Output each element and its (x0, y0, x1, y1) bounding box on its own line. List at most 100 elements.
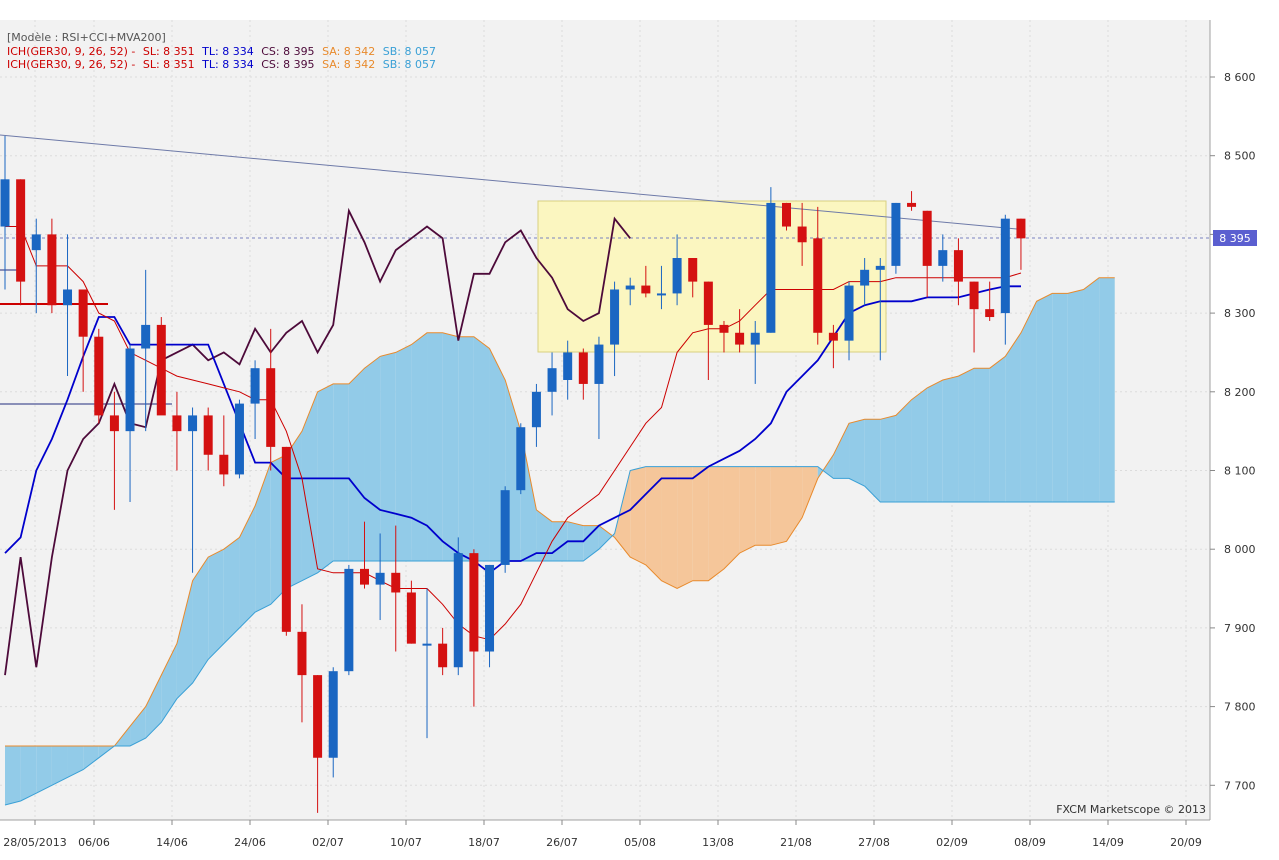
kumo-bull-segment (192, 557, 209, 683)
x-tick-label: 02/09 (936, 836, 968, 849)
kumo-bull-segment (364, 356, 381, 562)
candle-body-down (907, 202, 917, 207)
kumo-bull-segment (5, 745, 21, 805)
kumo-bull-segment (1005, 332, 1021, 502)
model-label: [Modèle : RSI+CCI+MVA200] (7, 31, 166, 44)
candle-body-up (63, 289, 73, 306)
watermark: FXCM Marketscope © 2013 (1056, 803, 1206, 816)
candle-body-up (875, 265, 885, 270)
candle-body-down (735, 332, 745, 345)
candle-body-down (203, 415, 213, 455)
candle-body-down (953, 250, 963, 282)
range-box (537, 200, 887, 353)
candle-body-down (297, 631, 307, 676)
kumo-bull-segment (974, 368, 990, 502)
kumo-bear-segment (755, 466, 771, 546)
kumo-bull-segment (145, 675, 162, 739)
candle-body-down (16, 179, 26, 282)
kumo-bull-segment (473, 336, 490, 562)
y-tick-label: 8 000 (1224, 543, 1256, 556)
candle-body-down (78, 289, 88, 337)
x-tick-label: 10/07 (390, 836, 422, 849)
candle-body-down (782, 202, 791, 227)
legend-line-2: ICH(GER30, 9, 26, 52) - SL: 8 351 TL: 8 … (7, 58, 440, 71)
kumo-bull-segment (380, 352, 396, 562)
tenkan-sen-line (5, 226, 1022, 641)
model-title: [Modèle : RSI+CCI+MVA200] (7, 31, 166, 44)
candle-body-down (469, 553, 479, 652)
candle-body-down (578, 352, 588, 384)
candle-body-up (328, 671, 338, 758)
candle-body-down (1016, 218, 1026, 239)
candle-body-up (750, 332, 760, 345)
kumo-bull-segment (395, 344, 412, 562)
x-tick-label: 02/07 (312, 836, 344, 849)
candle-body-up (563, 352, 573, 380)
kumo-bull-segment (833, 423, 850, 479)
x-tick-label: 20/09 (1170, 836, 1202, 849)
candle-body-up (375, 572, 385, 585)
kumo-bear-segment (786, 466, 803, 542)
candle-body-up (453, 553, 463, 668)
kumo-bull-segment (239, 505, 256, 628)
candle-body-down (219, 454, 229, 475)
legend-prefix: ICH(GER30, 9, 26, 52) - (7, 58, 136, 71)
kumo-bear-segment (661, 466, 678, 589)
candle-body-down (985, 309, 995, 318)
kumo-bull-segment (1020, 301, 1037, 502)
kumo-bull-segment (958, 368, 975, 502)
kumo-bull-segment (911, 387, 928, 502)
candle-body-up (844, 285, 854, 341)
x-tick-label: 08/09 (1014, 836, 1046, 849)
x-tick-label: 27/08 (858, 836, 890, 849)
kumo-bull-segment (598, 525, 615, 550)
kumo-bull-segment (1067, 289, 1084, 502)
candle-body-down (641, 285, 651, 294)
kumo-bull-segment (20, 745, 37, 802)
kumo-bull-segment (1083, 277, 1100, 502)
kumo-bull-segment (942, 376, 959, 502)
candle-body-up (766, 202, 776, 333)
y-tick-label: 8 500 (1224, 150, 1256, 163)
candle-body-up (500, 490, 510, 565)
ichimoku-cloud (5, 277, 1115, 805)
candle-body-up (141, 324, 151, 349)
price-tag-box (1213, 230, 1257, 246)
candle-body-up (485, 564, 495, 652)
candle-body-up (0, 179, 10, 227)
candle-body-down (922, 210, 932, 266)
x-tick-label: 21/08 (780, 836, 812, 849)
candle-body-up (625, 285, 635, 290)
candle-body-down (156, 324, 166, 416)
kumo-bull-segment (427, 332, 443, 562)
kumo-bull-segment (301, 391, 318, 581)
kumo-bull-segment (130, 706, 146, 746)
kumo-bull-segment (67, 745, 84, 778)
x-tick-label: 28/05/2013 (3, 836, 66, 849)
candle-body-down (438, 643, 448, 668)
legend-tl: TL: 8 334 (202, 58, 254, 71)
candle-body-down (391, 572, 401, 593)
current-price-tag: 8 395 (1213, 230, 1257, 246)
candle-body-down (406, 592, 416, 644)
legend-cs: CS: 8 395 (261, 58, 315, 71)
candle-body-up (250, 368, 260, 404)
legend-prefix: ICH(GER30, 9, 26, 52) - (7, 45, 136, 58)
legend-sa: SA: 8 342 (322, 45, 376, 58)
kumo-bull-segment (880, 415, 896, 502)
x-tick-label: 14/06 (156, 836, 188, 849)
ichimoku-legend: ICH(GER30, 9, 26, 52) - SL: 8 351 TL: 8 … (7, 45, 440, 71)
kumo-bull-segment (1036, 293, 1053, 502)
candle-body-down (703, 281, 713, 325)
kumo-bull-segment (864, 419, 881, 502)
candles (0, 136, 1026, 813)
y-tick-label: 8 200 (1224, 386, 1256, 399)
kumo-bull-segment (208, 549, 224, 660)
legend-sl: SL: 8 351 (142, 45, 195, 58)
price-tag-label: 8 395 (1219, 232, 1251, 245)
senkou-span-a-line (5, 277, 1115, 747)
candle-body-down (359, 568, 369, 585)
kumo-bull-segment (849, 419, 865, 487)
kumo-bear-segment (677, 466, 693, 589)
